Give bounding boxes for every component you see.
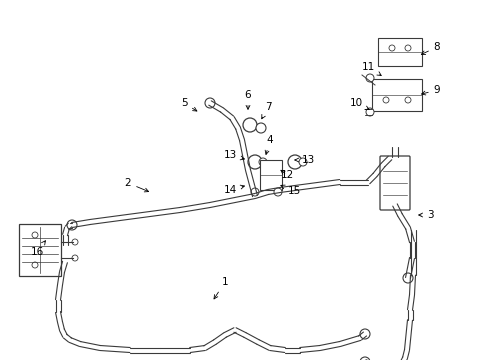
Circle shape [359, 357, 369, 360]
Circle shape [259, 158, 266, 166]
Text: 3: 3 [418, 210, 432, 220]
Circle shape [365, 74, 373, 82]
Text: 9: 9 [421, 85, 439, 95]
Text: 15: 15 [280, 185, 300, 196]
Text: 4: 4 [264, 135, 273, 154]
Text: 1: 1 [214, 277, 228, 299]
Text: 11: 11 [361, 62, 381, 76]
Circle shape [247, 155, 262, 169]
Circle shape [72, 255, 78, 261]
Text: 14: 14 [223, 185, 244, 195]
Circle shape [204, 98, 215, 108]
Circle shape [402, 273, 412, 283]
Circle shape [359, 329, 369, 339]
Circle shape [243, 118, 257, 132]
Text: 13: 13 [294, 155, 314, 165]
Circle shape [404, 97, 410, 103]
Text: 6: 6 [244, 90, 251, 109]
Circle shape [32, 232, 38, 238]
Circle shape [32, 262, 38, 268]
Circle shape [298, 158, 306, 166]
Text: 16: 16 [30, 241, 45, 257]
Circle shape [388, 45, 394, 51]
Circle shape [404, 45, 410, 51]
Circle shape [256, 123, 265, 133]
Circle shape [250, 188, 259, 196]
Circle shape [287, 155, 302, 169]
Text: 13: 13 [223, 150, 244, 160]
Text: 10: 10 [349, 98, 368, 109]
FancyBboxPatch shape [19, 224, 61, 276]
Text: 8: 8 [421, 42, 439, 54]
FancyBboxPatch shape [371, 79, 421, 111]
Text: 5: 5 [181, 98, 197, 111]
Circle shape [67, 220, 77, 230]
FancyBboxPatch shape [260, 160, 282, 190]
FancyBboxPatch shape [377, 38, 421, 66]
Text: 7: 7 [261, 102, 271, 119]
Circle shape [273, 188, 282, 196]
Circle shape [382, 97, 388, 103]
Circle shape [72, 239, 78, 245]
Circle shape [365, 108, 373, 116]
FancyBboxPatch shape [379, 156, 409, 210]
Text: 12: 12 [280, 170, 293, 180]
Text: 2: 2 [124, 178, 148, 192]
